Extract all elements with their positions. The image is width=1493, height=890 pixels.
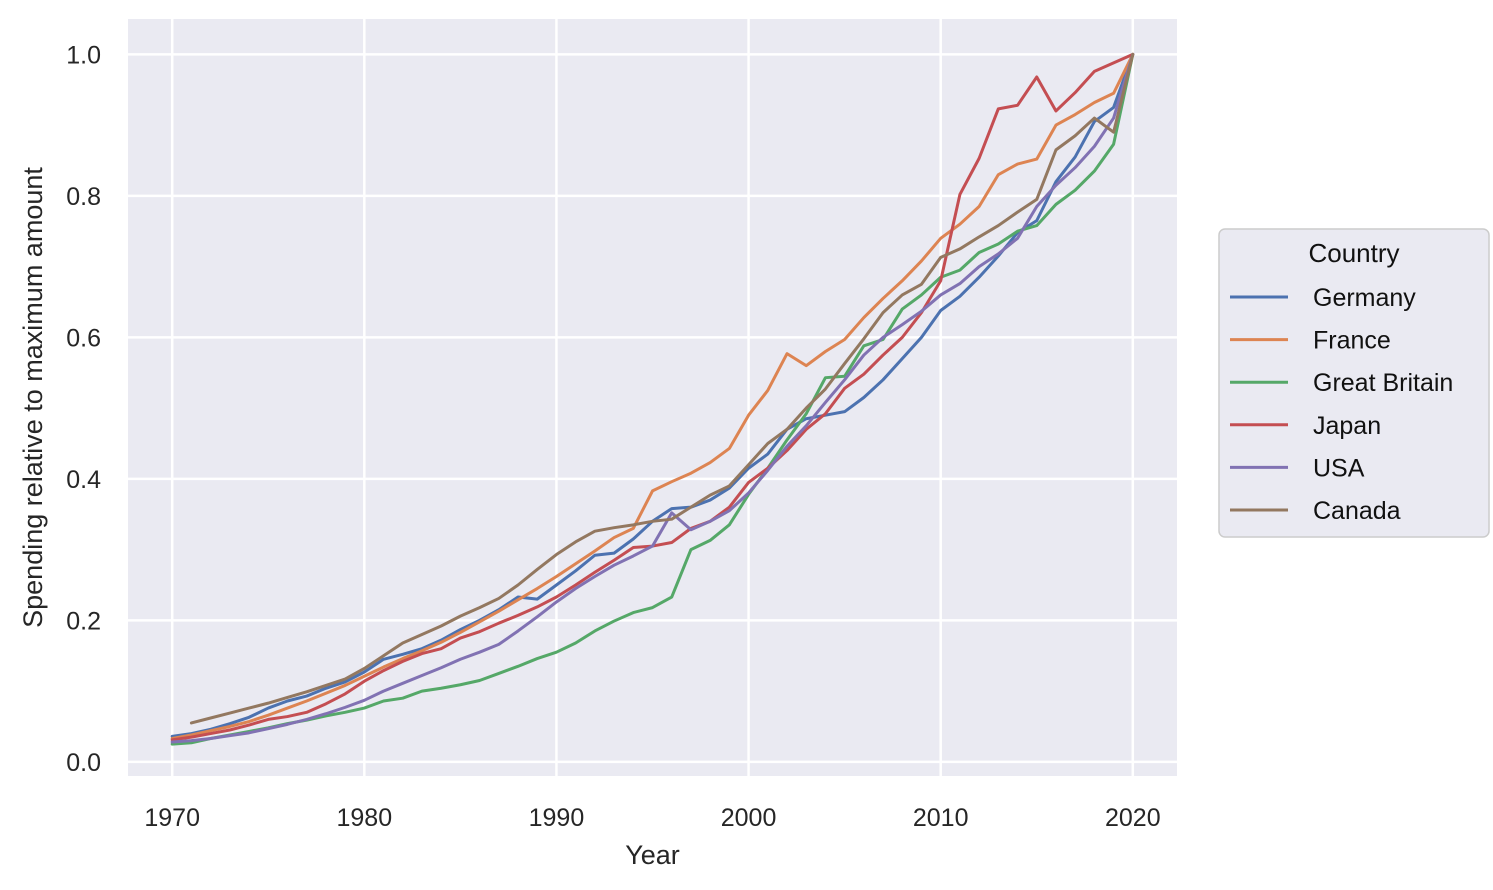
legend: Country Germany France Great Britain Japan U… — [1218, 228, 1490, 538]
legend-label: Japan — [1313, 412, 1381, 440]
y-axis-label: Spending relative to maximum amount — [18, 167, 48, 628]
x-tick-label: 2000 — [721, 804, 777, 832]
y-tick-label: 0.4 — [66, 466, 101, 494]
plot-background — [128, 19, 1177, 776]
legend-label: France — [1313, 327, 1391, 355]
y-axis-ticks: 0.0 0.2 0.4 0.6 0.8 1.0 — [66, 41, 101, 776]
x-tick-label: 1970 — [144, 804, 200, 832]
series-line-canada — [189, 52, 1135, 725]
gridlines — [128, 19, 1177, 776]
series-line-usa — [170, 52, 1135, 744]
legend-title: Country — [1308, 238, 1399, 268]
x-axis-ticks: 1970 1980 1990 2000 2010 2020 — [144, 804, 1160, 832]
y-tick-label: 0.8 — [66, 183, 101, 211]
legend-label: Germany — [1313, 284, 1416, 312]
legend-label: Great Britain — [1313, 369, 1453, 397]
series-line-france — [170, 52, 1135, 740]
legend-label: Canada — [1313, 497, 1401, 525]
x-tick-label: 1990 — [529, 804, 585, 832]
y-tick-label: 0.0 — [66, 749, 101, 777]
legend-label: USA — [1313, 454, 1365, 482]
series-line-great-britain — [170, 52, 1135, 746]
x-axis-label: Year — [625, 840, 680, 870]
y-tick-label: 0.6 — [66, 324, 101, 352]
legend-box — [1218, 228, 1490, 538]
legend-items: Germany France Great Britain Japan USA Canada — [1230, 284, 1453, 525]
x-tick-label: 1980 — [337, 804, 393, 832]
y-tick-label: 0.2 — [66, 607, 101, 635]
y-tick-label: 1.0 — [66, 41, 101, 69]
x-tick-label: 2010 — [913, 804, 969, 832]
x-tick-label: 2020 — [1105, 804, 1161, 832]
series-lines — [170, 52, 1135, 746]
